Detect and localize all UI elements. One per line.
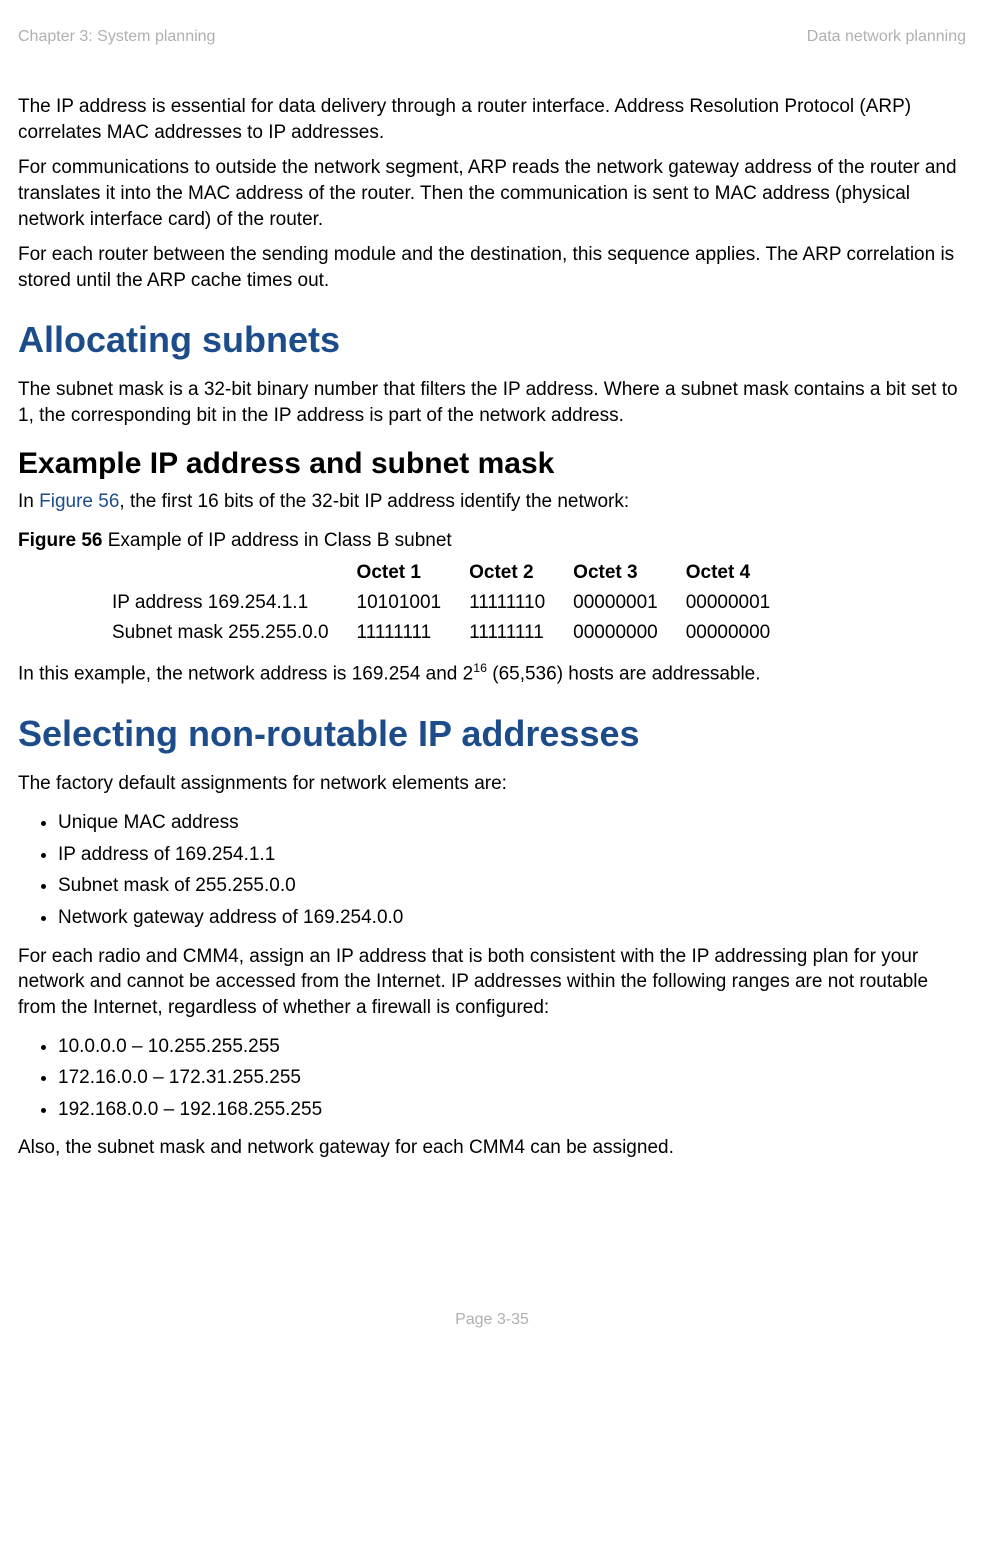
figure-title: Example of IP address in Class B subnet [102, 530, 451, 551]
paragraph: For each radio and CMM4, assign an IP ad… [18, 944, 966, 1021]
defaults-list: Unique MAC address IP address of 169.254… [18, 807, 966, 934]
figure-caption: Figure 56 Example of IP address in Class… [18, 530, 966, 552]
paragraph: The IP address is essential for data del… [18, 94, 966, 145]
table-cell: Subnet mask 255.255.0.0 [98, 618, 343, 648]
text: In this example, the network address is … [18, 664, 473, 685]
paragraph: The subnet mask is a 32-bit binary numbe… [18, 377, 966, 428]
table-cell: 00000000 [559, 618, 672, 648]
text: , the first 16 bits of the 32-bit IP add… [119, 491, 629, 512]
figure-link[interactable]: Figure 56 [39, 491, 119, 512]
table-row: IP address 169.254.1.1 10101001 11111110… [98, 588, 784, 618]
header-left: Chapter 3: System planning [18, 28, 215, 46]
heading-example-ip: Example IP address and subnet mask [18, 447, 966, 481]
table-header: Octet 4 [672, 558, 785, 588]
figure-number: Figure 56 [18, 530, 102, 551]
table-cell: 11111111 [455, 618, 559, 648]
table-header-row: Octet 1 Octet 2 Octet 3 Octet 4 [98, 558, 784, 588]
paragraph: For each router between the sending modu… [18, 242, 966, 293]
table-header: Octet 3 [559, 558, 672, 588]
list-item: 192.168.0.0 – 192.168.255.255 [58, 1094, 966, 1126]
table-cell: 11111111 [343, 618, 456, 648]
paragraph: The factory default assignments for netw… [18, 771, 966, 797]
page-header: Chapter 3: System planning Data network … [18, 28, 966, 46]
table-header [98, 558, 343, 588]
text: (65,536) hosts are addressable. [487, 664, 761, 685]
table-cell: 11111110 [455, 588, 559, 618]
list-item: 10.0.0.0 – 10.255.255.255 [58, 1031, 966, 1063]
list-item: IP address of 169.254.1.1 [58, 839, 966, 871]
list-item: Subnet mask of 255.255.0.0 [58, 870, 966, 902]
paragraph: In Figure 56, the first 16 bits of the 3… [18, 489, 966, 515]
paragraph: Also, the subnet mask and network gatewa… [18, 1135, 966, 1161]
table-cell: 00000001 [559, 588, 672, 618]
list-item: Unique MAC address [58, 807, 966, 839]
list-item: Network gateway address of 169.254.0.0 [58, 902, 966, 934]
table-cell: 00000000 [672, 618, 785, 648]
text: In [18, 491, 39, 512]
ranges-list: 10.0.0.0 – 10.255.255.255 172.16.0.0 – 1… [18, 1031, 966, 1126]
heading-selecting-nonroutable: Selecting non-routable IP addresses [18, 713, 966, 755]
paragraph: For communications to outside the networ… [18, 155, 966, 232]
paragraph: In this example, the network address is … [18, 660, 966, 687]
table-header: Octet 2 [455, 558, 559, 588]
table-header: Octet 1 [343, 558, 456, 588]
heading-allocating-subnets: Allocating subnets [18, 319, 966, 361]
table-row: Subnet mask 255.255.0.0 11111111 1111111… [98, 618, 784, 648]
superscript: 16 [473, 661, 487, 675]
table-cell: 00000001 [672, 588, 785, 618]
page-footer: Page 3-35 [18, 1311, 966, 1329]
table-cell: IP address 169.254.1.1 [98, 588, 343, 618]
header-right: Data network planning [807, 28, 966, 46]
table-cell: 10101001 [343, 588, 456, 618]
list-item: 172.16.0.0 – 172.31.255.255 [58, 1062, 966, 1094]
subnet-table: Octet 1 Octet 2 Octet 3 Octet 4 IP addre… [98, 558, 784, 648]
